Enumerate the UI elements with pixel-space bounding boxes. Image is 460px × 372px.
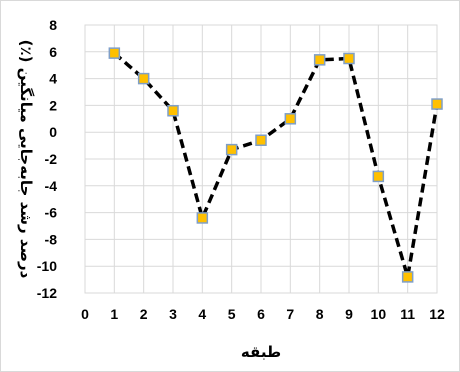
- x-axis-title: طبقه: [241, 343, 281, 361]
- y-tick-label: 2: [49, 97, 57, 113]
- x-tick-label: 12: [429, 306, 445, 322]
- y-tick-label: -2: [45, 151, 58, 167]
- data-point-marker: [225, 143, 238, 156]
- y-tick-label: -6: [45, 205, 58, 221]
- x-tick-label: 8: [316, 306, 324, 322]
- x-tick-label: 9: [345, 306, 353, 322]
- axes: [84, 24, 438, 294]
- gridlines: [84, 24, 438, 294]
- data-point-marker: [284, 113, 297, 125]
- y-tick-label: 4: [49, 71, 57, 87]
- data-point-marker: [167, 105, 179, 117]
- data-series: [108, 47, 443, 283]
- x-tick-label: 11: [400, 306, 415, 322]
- y-tick-label: 8: [49, 17, 57, 33]
- y-tick-label: -10: [37, 258, 57, 274]
- plot-area-border: [84, 24, 438, 294]
- x-tick-label: 1: [110, 306, 118, 322]
- y-tick-label: -8: [45, 231, 58, 247]
- y-axis-title: درصد رشد جابه‌جایی میانگین (٪): [17, 40, 35, 279]
- y-tick-label: 6: [49, 44, 57, 60]
- x-tick-label: 2: [140, 306, 148, 322]
- x-tick-label: 6: [257, 306, 265, 322]
- data-point-marker: [313, 54, 326, 66]
- x-tick-label: 0: [81, 306, 89, 322]
- x-tick-label: 4: [198, 306, 206, 322]
- data-point-marker: [372, 170, 385, 183]
- x-tick-label: 3: [169, 306, 177, 322]
- y-tick-label: -12: [37, 285, 57, 301]
- x-tick-label: 7: [286, 306, 294, 322]
- x-tick-label: 5: [228, 306, 236, 322]
- data-point-marker: [108, 47, 121, 59]
- data-point-marker: [196, 212, 209, 224]
- data-point-marker: [401, 271, 414, 283]
- data-point-marker: [343, 52, 355, 65]
- data-point-marker: [137, 72, 150, 85]
- series-line: [113, 51, 439, 279]
- y-tick-label: 0: [49, 124, 57, 140]
- data-point-marker: [431, 98, 443, 110]
- data-point-marker: [255, 134, 267, 146]
- x-tick-label: 10: [371, 306, 387, 322]
- y-tick-label: -4: [45, 178, 58, 194]
